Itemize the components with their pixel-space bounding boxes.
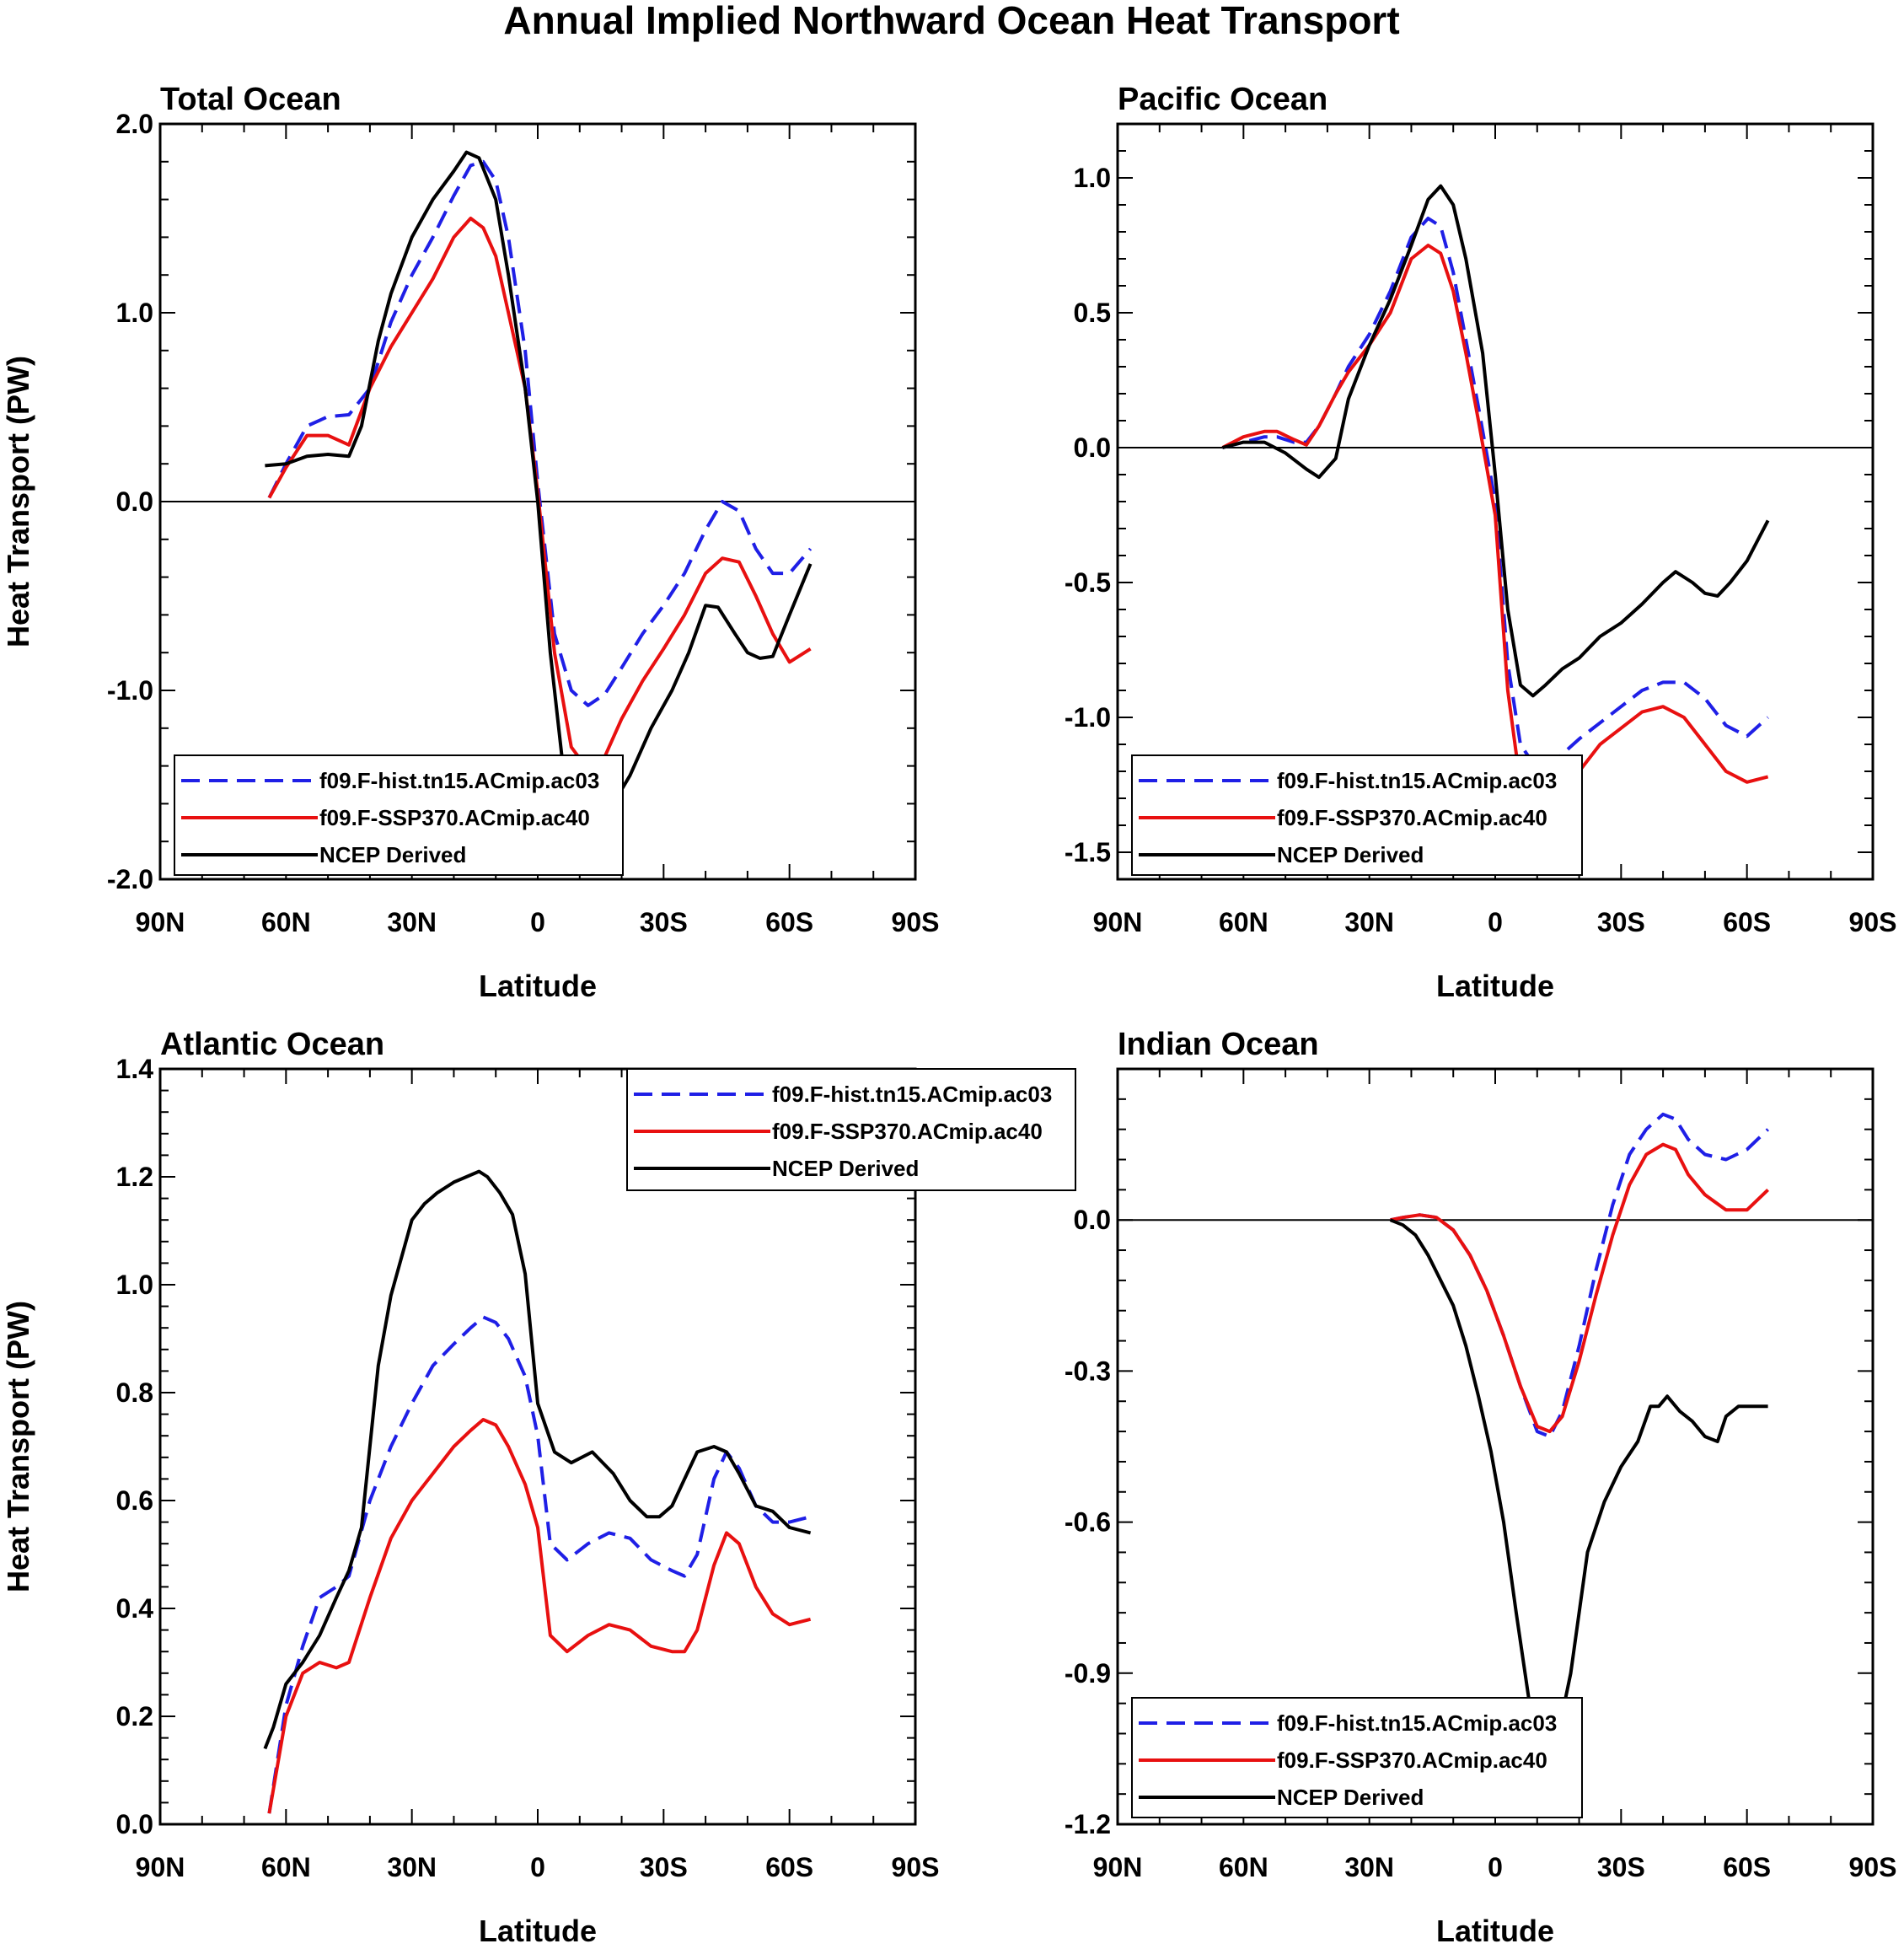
y-tick-label: -1.0 bbox=[107, 675, 153, 706]
legend-label: f09.F-hist.tn15.ACmip.ac03 bbox=[772, 1082, 1052, 1107]
x-tick-label: 30N bbox=[387, 907, 437, 937]
x-tick-label: 90S bbox=[892, 907, 940, 937]
x-tick-label: 90N bbox=[136, 907, 185, 937]
legend-label: f09.F-SSP370.ACmip.ac40 bbox=[772, 1119, 1043, 1144]
series-line bbox=[1221, 244, 1769, 813]
panel-4: Indian Ocean 90N 60N 30N 0 30S 60S 90S 0.0 -0.3 -0… bbox=[1065, 1027, 1897, 1948]
y-tick-label: -2.0 bbox=[107, 864, 153, 894]
y-tick-label: 0.6 bbox=[116, 1485, 153, 1516]
y-tick-label: 0.0 bbox=[116, 486, 153, 517]
series-line bbox=[265, 150, 813, 815]
x-tick-label: 60N bbox=[1219, 907, 1268, 937]
panel-title: Total Ocean bbox=[160, 82, 341, 117]
y-tick-label: 1.4 bbox=[116, 1054, 154, 1084]
x-tick-label: 60S bbox=[1723, 1852, 1771, 1882]
figure-title: Annual Implied Northward Ocean Heat Tran… bbox=[503, 0, 1399, 42]
panels: Total Ocean 90N 60N 30N 0 30S 60S 90S 2.0 1.0 0.0 -… bbox=[1, 82, 1896, 1948]
legend: f09.F-hist.tn15.ACmip.ac03 f09.F-SSP370.A… bbox=[626, 1068, 1076, 1191]
y-axis-label: Heat Transport (PW) bbox=[1, 1301, 35, 1592]
series-line bbox=[263, 1169, 812, 1750]
y-tick-label: 1.2 bbox=[116, 1162, 153, 1192]
legend-label: f09.F-hist.tn15.ACmip.ac03 bbox=[1277, 1710, 1557, 1736]
x-tick-label: 0 bbox=[1488, 1852, 1503, 1882]
plot-frame bbox=[1116, 122, 1875, 881]
y-tick-label: -0.9 bbox=[1065, 1658, 1111, 1689]
x-tick-label: 90N bbox=[1093, 907, 1143, 937]
legend-label: f09.F-SSP370.ACmip.ac40 bbox=[1277, 805, 1547, 830]
legend-label: NCEP Derived bbox=[1277, 842, 1424, 867]
legend: f09.F-hist.tn15.ACmip.ac03 f09.F-SSP370.A… bbox=[174, 754, 624, 876]
y-tick-label: 2.0 bbox=[116, 109, 153, 139]
legend-label: NCEP Derived bbox=[1277, 1785, 1424, 1810]
x-tick-label: 30S bbox=[1597, 1852, 1645, 1882]
x-tick-label: 0 bbox=[530, 907, 545, 937]
y-axis-label: Heat Transport (PW) bbox=[1, 356, 35, 647]
panel-2: Pacific Ocean 90N 60N 30N 0 30S 60S 90S 1.0 0.5 0.… bbox=[1065, 82, 1897, 1003]
x-tick-label: 0 bbox=[530, 1852, 545, 1882]
panel-title: Atlantic Ocean bbox=[160, 1027, 384, 1062]
x-tick-label: 60N bbox=[261, 1852, 311, 1882]
series-line bbox=[1390, 1112, 1769, 1439]
x-tick-label: 30S bbox=[640, 907, 688, 937]
y-tick-label: -1.0 bbox=[1065, 702, 1111, 733]
series-line bbox=[1221, 184, 1770, 698]
x-tick-label: 90S bbox=[892, 1852, 940, 1882]
x-tick-label: 90S bbox=[1849, 1852, 1897, 1882]
y-tick-label: 0.0 bbox=[116, 1809, 153, 1839]
x-axis-label: Latitude bbox=[1436, 1914, 1554, 1948]
x-axis-label: Latitude bbox=[479, 969, 597, 1003]
x-tick-label: 30N bbox=[1344, 907, 1394, 937]
x-tick-label: 30N bbox=[1344, 1852, 1394, 1882]
plot-frame bbox=[1116, 1067, 1875, 1826]
series-line bbox=[1390, 1142, 1769, 1434]
panel-3: Atlantic Ocean 90N 60N 30N 0 30S 60S 90S 1.4 1.2 1… bbox=[1, 1027, 1076, 1948]
legend: f09.F-hist.tn15.ACmip.ac03 f09.F-SSP370.A… bbox=[1131, 1697, 1583, 1818]
x-tick-label: 90S bbox=[1849, 907, 1897, 937]
legend: f09.F-hist.tn15.ACmip.ac03 f09.F-SSP370.A… bbox=[1131, 754, 1583, 876]
y-tick-label: 1.0 bbox=[1074, 163, 1111, 193]
x-axis-label: Latitude bbox=[479, 1914, 597, 1948]
plot-frame bbox=[158, 122, 917, 881]
legend-label: NCEP Derived bbox=[772, 1156, 919, 1181]
legend-label: NCEP Derived bbox=[319, 842, 466, 867]
y-tick-label: -1.2 bbox=[1065, 1809, 1111, 1839]
x-tick-label: 60S bbox=[765, 907, 813, 937]
x-tick-label: 0 bbox=[1488, 907, 1503, 937]
y-tick-label: 0.8 bbox=[116, 1377, 153, 1408]
x-tick-label: 60N bbox=[1219, 1852, 1268, 1882]
y-tick-label: 1.0 bbox=[116, 1270, 153, 1300]
y-tick-label: 0.0 bbox=[1074, 1205, 1111, 1235]
panel-1: Total Ocean 90N 60N 30N 0 30S 60S 90S 2.0 1.0 0.0 -… bbox=[1, 82, 939, 1003]
y-tick-label: 0.5 bbox=[1074, 298, 1111, 328]
x-tick-label: 90N bbox=[1093, 1852, 1143, 1882]
x-tick-label: 30N bbox=[387, 1852, 437, 1882]
legend-label: f09.F-hist.tn15.ACmip.ac03 bbox=[1277, 768, 1557, 793]
series-line bbox=[1389, 1218, 1768, 1756]
panel-title: Indian Ocean bbox=[1118, 1027, 1319, 1062]
y-tick-label: 0.0 bbox=[1074, 432, 1111, 463]
y-tick-label: 0.4 bbox=[116, 1593, 154, 1624]
series-line bbox=[267, 1418, 812, 1814]
y-tick-label: -0.6 bbox=[1065, 1507, 1111, 1538]
x-tick-label: 60N bbox=[261, 907, 311, 937]
y-tick-label: 0.2 bbox=[116, 1701, 153, 1732]
y-tick-label: -0.3 bbox=[1065, 1356, 1111, 1386]
x-tick-label: 90N bbox=[136, 1852, 185, 1882]
plot-frame bbox=[158, 1067, 917, 1826]
x-tick-label: 60S bbox=[765, 1852, 813, 1882]
series-line bbox=[267, 159, 813, 707]
x-tick-label: 30S bbox=[1597, 907, 1645, 937]
x-tick-label: 60S bbox=[1723, 907, 1771, 937]
legend-label: f09.F-SSP370.ACmip.ac40 bbox=[1277, 1748, 1547, 1773]
y-tick-label: 1.0 bbox=[116, 298, 153, 328]
y-tick-label: -0.5 bbox=[1065, 567, 1111, 598]
panel-title: Pacific Ocean bbox=[1118, 82, 1327, 117]
x-tick-label: 30S bbox=[640, 1852, 688, 1882]
y-tick-label: -1.5 bbox=[1065, 837, 1111, 867]
x-axis-label: Latitude bbox=[1436, 969, 1554, 1003]
legend-label: f09.F-hist.tn15.ACmip.ac03 bbox=[319, 768, 599, 793]
legend-label: f09.F-SSP370.ACmip.ac40 bbox=[319, 805, 590, 830]
